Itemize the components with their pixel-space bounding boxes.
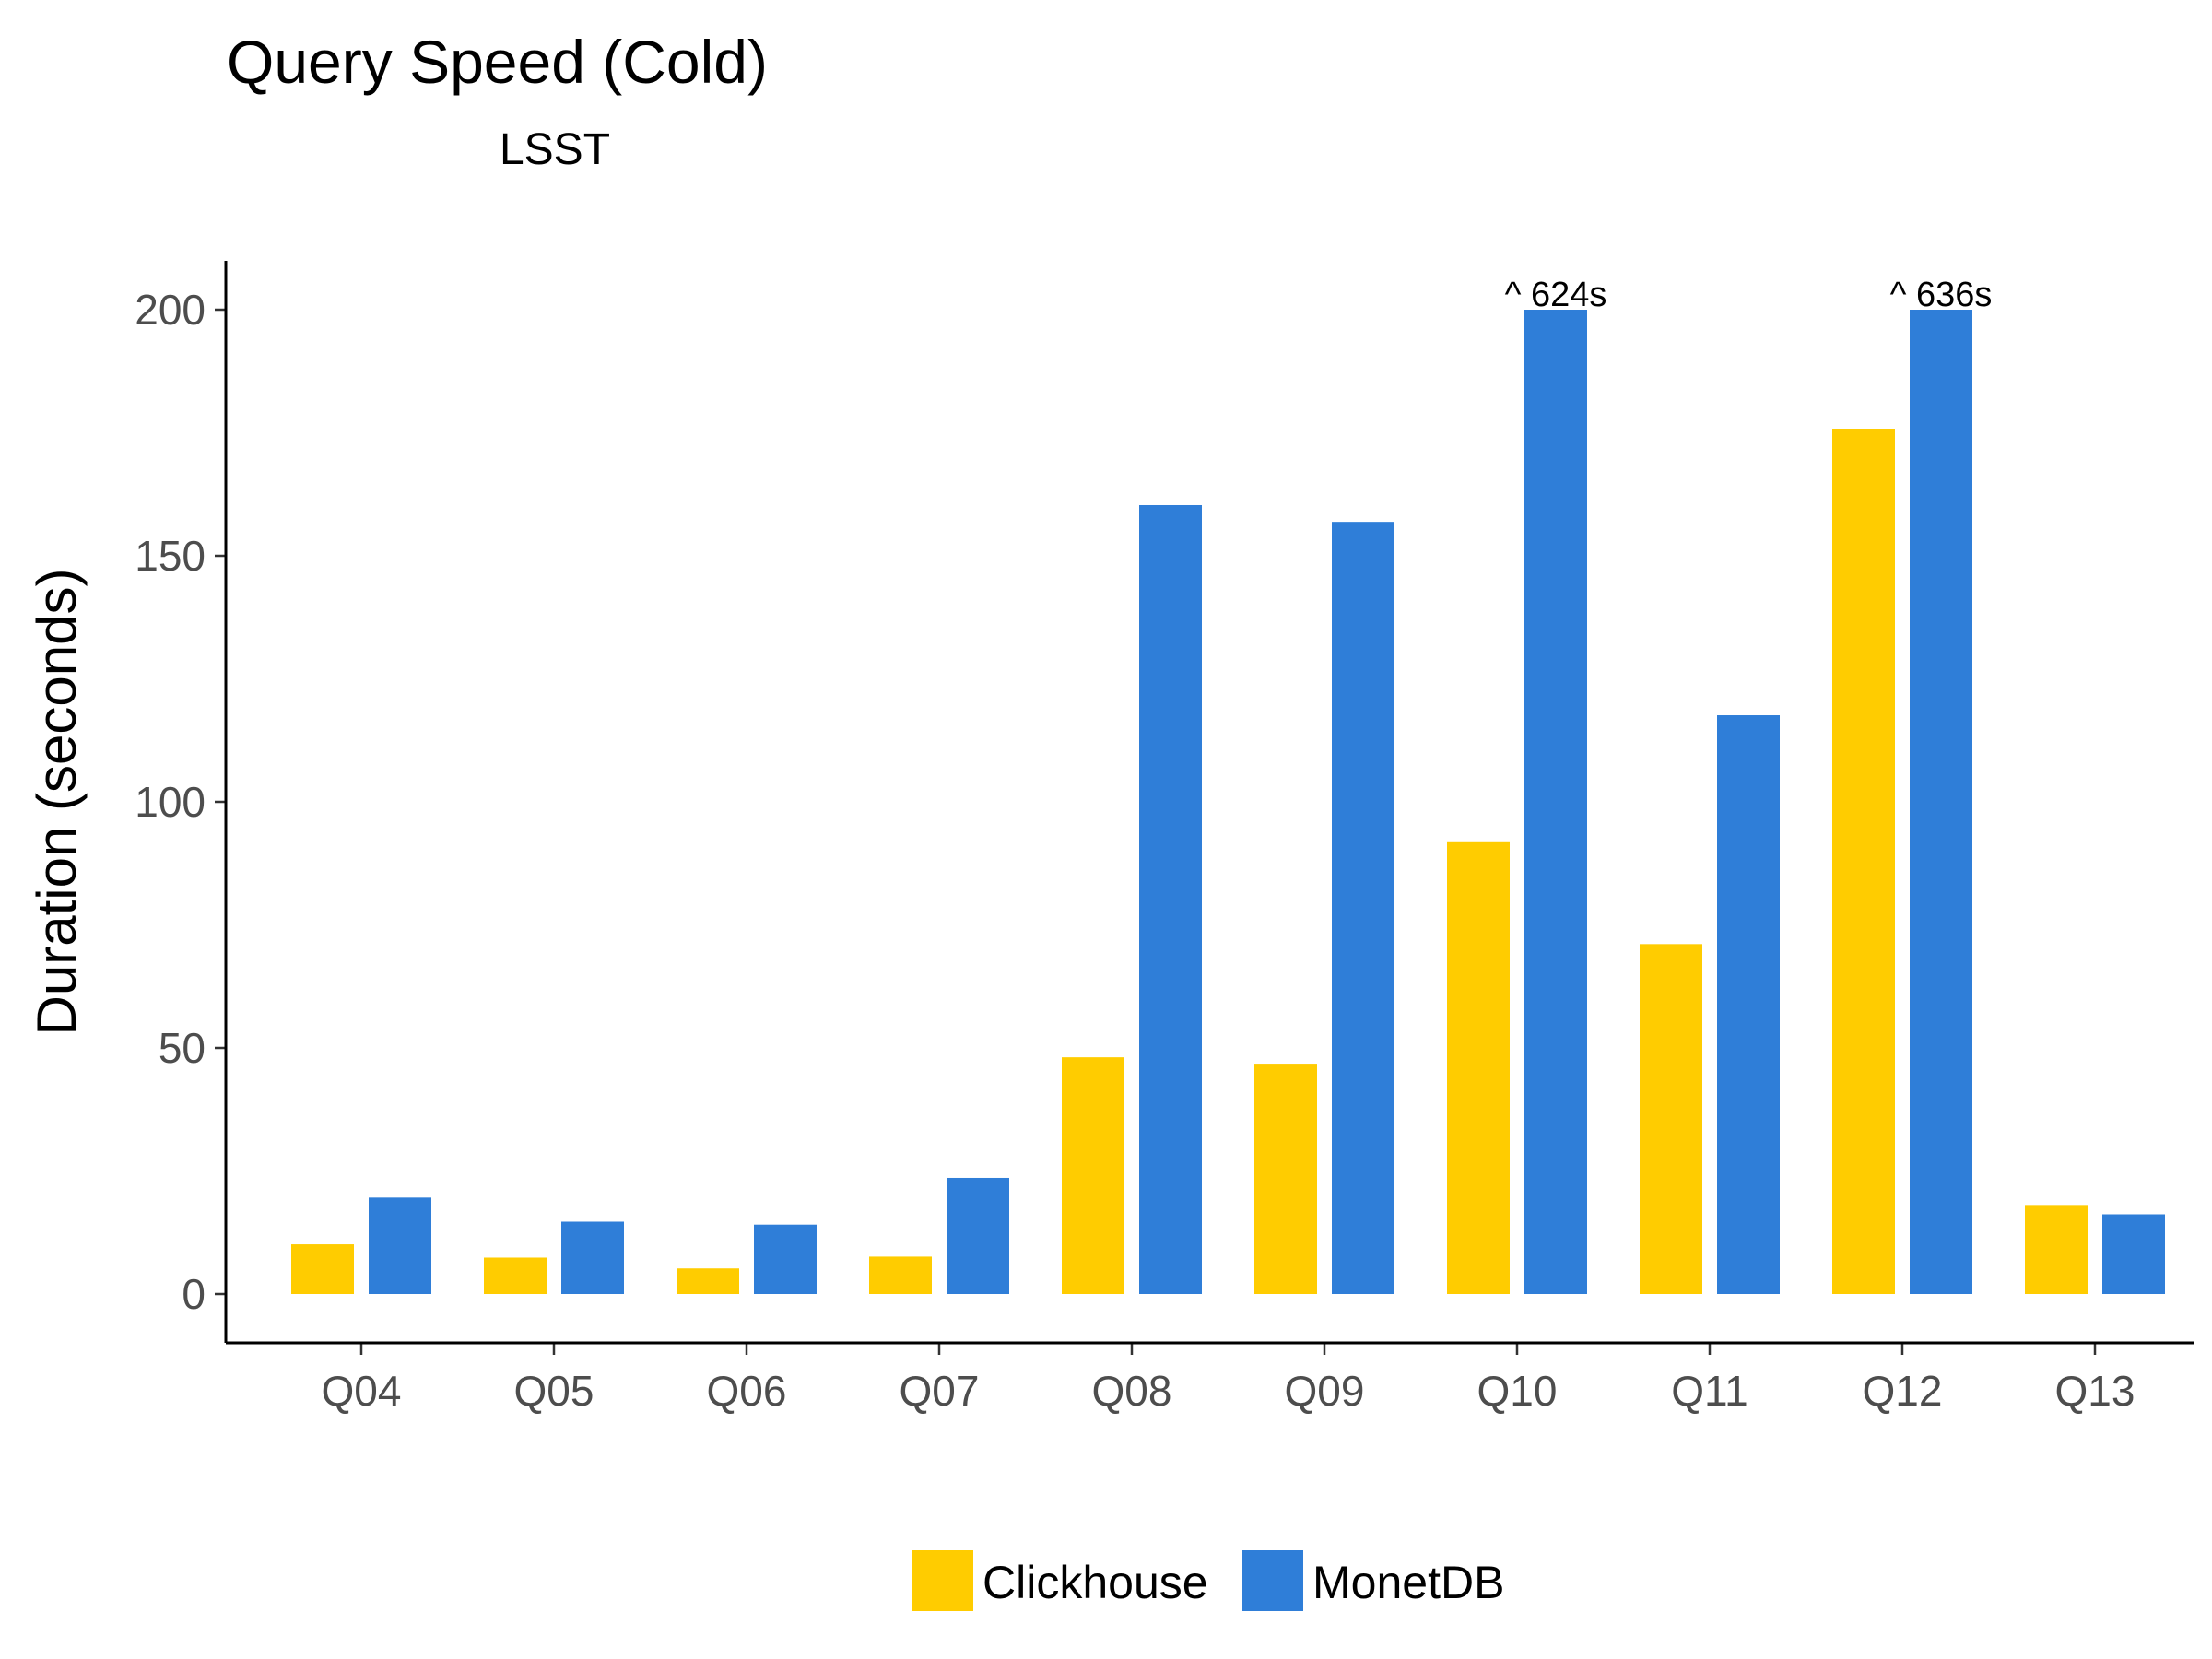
x-tick-label: Q13: [2055, 1367, 2136, 1415]
x-tick-label: Q06: [707, 1367, 787, 1415]
legend: Clickhouse MonetDB: [912, 1550, 1504, 1611]
bar-monetdb-q05: [561, 1221, 624, 1294]
bar-clickhouse-q05: [484, 1257, 547, 1294]
y-axis-ticks: 0 50 100 150 200: [135, 286, 226, 1318]
bar-annotation: ^ 624s: [1505, 276, 1607, 314]
bar-clickhouse-q09: [1254, 1064, 1317, 1294]
bar-monetdb-q08: [1139, 504, 1202, 1294]
bar-clickhouse-q06: [677, 1268, 739, 1294]
y-tick-label: 150: [135, 532, 206, 580]
x-tick-label: Q04: [322, 1367, 402, 1415]
bar-monetdb-q11: [1717, 715, 1780, 1294]
bar-monetdb-q06: [754, 1224, 817, 1294]
bar-clickhouse-q11: [1640, 944, 1702, 1294]
legend-key-clickhouse: [912, 1550, 973, 1611]
annotations: ^ 624s ^ 636s: [1505, 276, 1993, 314]
x-tick-label: Q12: [1863, 1367, 1943, 1415]
bar-monetdb-q12: [1910, 310, 1972, 1294]
bar-monetdb-q13: [2102, 1214, 2165, 1294]
y-tick-label: 100: [135, 778, 206, 826]
x-tick-label: Q09: [1285, 1367, 1365, 1415]
x-tick-label: Q08: [1092, 1367, 1172, 1415]
bar-monetdb-q07: [947, 1177, 1009, 1294]
bar-clickhouse-q08: [1062, 1057, 1124, 1294]
legend-key-monetdb: [1242, 1550, 1303, 1611]
bar-monetdb-q10: [1524, 310, 1587, 1294]
x-tick-label: Q07: [900, 1367, 980, 1415]
x-tick-label: Q11: [1671, 1367, 1748, 1415]
chart-title: Query Speed (Cold): [227, 28, 768, 96]
bar-clickhouse-q13: [2025, 1205, 2088, 1294]
bar-clickhouse-q04: [291, 1244, 354, 1294]
bar-clickhouse-q12: [1832, 429, 1895, 1295]
x-axis-ticks: Q04 Q05 Q06 Q07 Q08 Q09 Q10 Q11 Q12 Q13: [322, 1343, 2136, 1415]
legend-label: MonetDB: [1312, 1557, 1504, 1608]
bar-monetdb-q09: [1332, 522, 1394, 1294]
x-tick-label: Q05: [514, 1367, 594, 1415]
y-axis-label: Duration (seconds): [26, 569, 88, 1036]
x-tick-label: Q10: [1477, 1367, 1558, 1415]
y-tick-label: 0: [182, 1270, 206, 1318]
y-tick-label: 200: [135, 286, 206, 334]
y-tick-label: 50: [159, 1024, 206, 1072]
bars: [291, 310, 2165, 1295]
bar-monetdb-q04: [369, 1197, 431, 1294]
bar-clickhouse-q07: [869, 1256, 932, 1294]
bar-clickhouse-q10: [1447, 841, 1510, 1294]
chart-subtitle: LSST: [500, 125, 610, 174]
bar-annotation: ^ 636s: [1890, 276, 1993, 314]
legend-label: Clickhouse: [982, 1557, 1208, 1608]
